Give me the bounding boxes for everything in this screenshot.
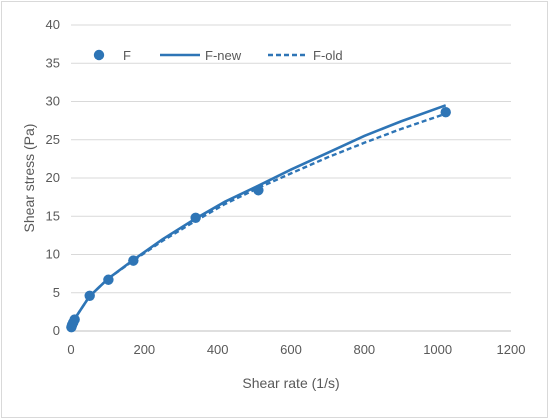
data-point: [253, 185, 264, 196]
data-point: [190, 212, 201, 223]
x-tick-label: 600: [280, 342, 302, 357]
grid-lines: [71, 24, 511, 332]
y-tick-label: 40: [46, 17, 60, 32]
legend-label-f: F: [123, 48, 131, 63]
x-tick-label: 1000: [423, 342, 452, 357]
x-tick-label: 200: [133, 342, 155, 357]
data-point: [103, 274, 114, 285]
y-tick-label: 20: [46, 170, 60, 185]
data-point: [69, 314, 80, 325]
y-tick-label: 0: [53, 323, 60, 338]
x-tick-label: 1200: [497, 342, 526, 357]
x-tick-label: 0: [67, 342, 74, 357]
legend-marker-f: [93, 49, 105, 61]
y-tick-label: 35: [46, 55, 60, 70]
y-tick-label: 5: [53, 285, 60, 300]
y-tick-label: 10: [46, 247, 60, 262]
data-point: [128, 255, 139, 266]
y-tick-label: 15: [46, 208, 60, 223]
series-layer: [66, 104, 451, 333]
series-line-f-old: [69, 112, 447, 330]
data-point: [440, 107, 451, 118]
legend-label-f-old: F-old: [313, 48, 343, 63]
series-line-f-new: [69, 104, 447, 330]
y-tick-label: 30: [46, 94, 60, 109]
data-point: [84, 290, 95, 302]
x-tick-label: 400: [207, 342, 229, 357]
x-axis-title: Shear rate (1/s): [242, 375, 339, 391]
legend: F F-new F-old: [93, 48, 343, 63]
y-tick-label: 25: [46, 132, 60, 147]
y-axis-title: Shear stress (Pa): [21, 124, 37, 233]
x-tick-label: 800: [353, 342, 375, 357]
legend-label-f-new: F-new: [205, 48, 242, 63]
axes: Shear stress (Pa) Shear rate (1/s) 0 5 10 1…: [21, 17, 525, 391]
